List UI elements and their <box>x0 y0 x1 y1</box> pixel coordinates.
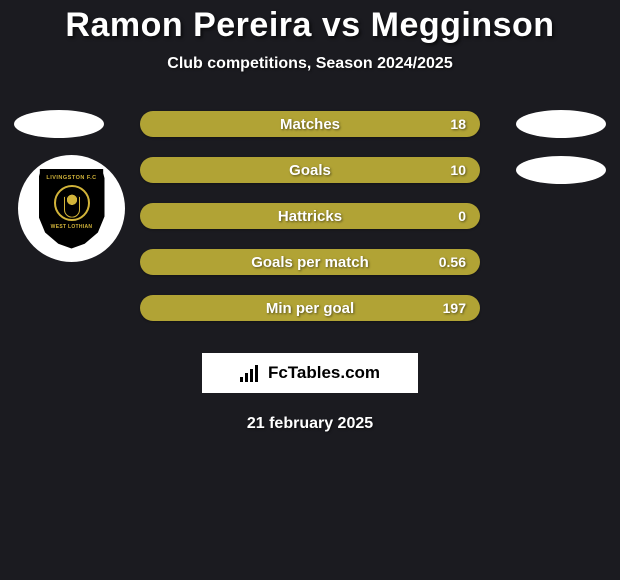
stat-value: 0.56 <box>439 254 466 270</box>
stat-value: 0 <box>458 208 466 224</box>
stat-bar: Hattricks 0 <box>140 203 480 229</box>
stat-row-mpg: Min per goal 197 <box>0 287 620 333</box>
watermark: FcTables.com <box>202 353 418 393</box>
stat-row-gpm: Goals per match 0.56 <box>0 241 620 287</box>
stat-bar: Goals 10 <box>140 157 480 183</box>
stat-label: Matches <box>140 116 480 133</box>
stats-block: LIVINGSTON F.C WEST LOTHIAN Matches 18 G… <box>0 103 620 333</box>
stat-bar: Goals per match 0.56 <box>140 249 480 275</box>
bar-chart-icon <box>240 364 262 382</box>
stat-value: 197 <box>443 300 466 316</box>
stat-row-goals: Goals 10 <box>0 149 620 195</box>
stat-bar: Min per goal 197 <box>140 295 480 321</box>
date-label: 21 february 2025 <box>0 415 620 433</box>
stat-value: 18 <box>450 116 466 132</box>
stat-row-hattricks: Hattricks 0 <box>0 195 620 241</box>
stat-label: Goals per match <box>140 254 480 271</box>
stat-label: Goals <box>140 162 480 179</box>
stat-label: Min per goal <box>140 300 480 317</box>
watermark-text: FcTables.com <box>268 363 380 383</box>
subtitle: Club competitions, Season 2024/2025 <box>0 55 620 73</box>
stat-label: Hattricks <box>140 208 480 225</box>
comparison-title: Ramon Pereira vs Megginson <box>0 6 620 45</box>
widget-container: Ramon Pereira vs Megginson Club competit… <box>0 0 620 580</box>
stat-row-matches: Matches 18 <box>0 103 620 149</box>
stat-bar: Matches 18 <box>140 111 480 137</box>
stat-value: 10 <box>450 162 466 178</box>
